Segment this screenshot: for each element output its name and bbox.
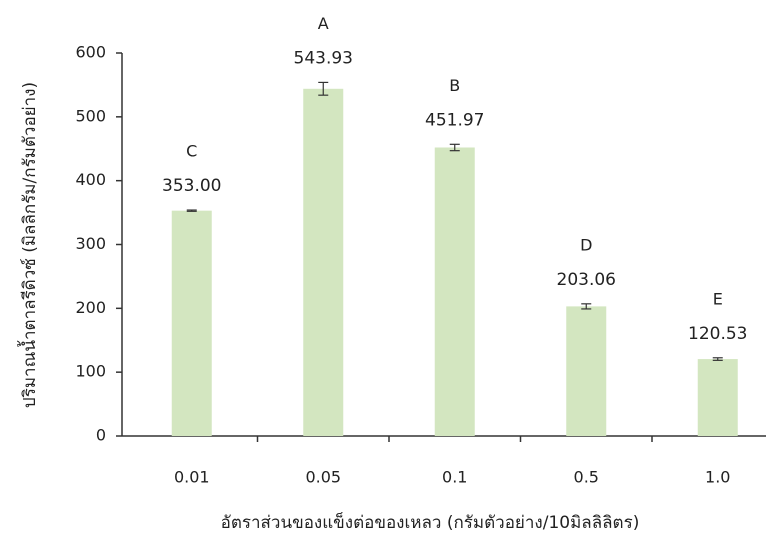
bar [303,88,344,436]
bar [171,210,212,436]
error-bar [186,209,197,212]
error-bar [712,357,723,361]
significance-letter: A [318,14,329,33]
x-tick-label: 0.05 [305,468,341,487]
x-tick-label: 1.0 [705,468,730,487]
error-bar [581,303,592,310]
x-axis-title: อัตราส่วนของแข็งต่อของเหลว (กรัมตัวอย่าง… [221,511,640,533]
significance-letter: E [713,289,723,308]
bar [434,147,475,436]
y-tick-label: 100 [75,362,106,381]
data-label: 451.97 [425,110,484,130]
error-bar [318,81,329,96]
y-tick-label: 400 [75,170,106,189]
y-tick-label: 0 [96,426,106,445]
data-label: 543.93 [294,48,353,68]
data-label: 120.53 [688,324,747,344]
significance-letter: D [580,235,592,254]
x-tick-label: 0.5 [574,468,599,487]
bar [566,306,607,436]
y-axis-title: ปริมาณน้ำตาลรีดิวซ์ (มิลลิกรัม/กรัมตัวอย… [17,82,40,408]
y-tick-label: 200 [75,298,106,317]
significance-letter: C [186,142,197,161]
y-tick-label: 600 [75,43,106,62]
error-bar [449,143,460,152]
bar [697,359,738,436]
y-tick-label: 300 [75,234,106,253]
significance-letter: B [449,76,460,95]
y-tick-label: 500 [75,106,106,125]
data-label: 203.06 [557,270,616,290]
data-label: 353.00 [162,176,221,196]
x-tick-label: 0.01 [174,468,210,487]
x-tick-label: 0.1 [442,468,467,487]
